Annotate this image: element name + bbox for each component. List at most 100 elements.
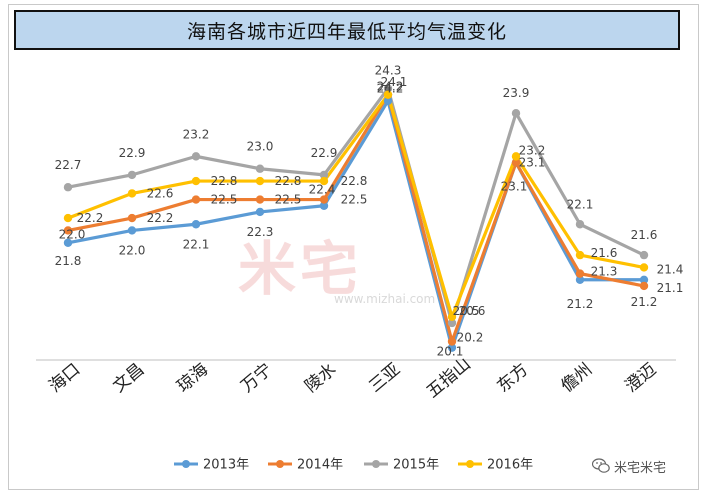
data-point	[383, 96, 393, 106]
legend-label: 2015年	[393, 458, 439, 473]
data-point	[639, 250, 649, 260]
x-tick-label: 陵水	[301, 360, 340, 397]
data-point	[639, 263, 649, 272]
data-point	[191, 176, 201, 186]
data-label: 21.6	[591, 246, 618, 260]
data-label: 22.3	[247, 225, 274, 239]
x-tick-label: 澄迈	[621, 360, 660, 397]
data-point	[511, 108, 521, 118]
legend-swatch-marker	[276, 460, 284, 468]
legend-swatch-marker	[466, 460, 474, 468]
data-label: 21.8	[55, 254, 82, 268]
data-point	[127, 170, 137, 180]
series-line	[67, 93, 645, 319]
data-label: 22.1	[183, 237, 210, 251]
x-tick-label: 万宁	[237, 360, 276, 397]
data-label: 21.2	[631, 295, 658, 309]
legend-label: 2016年	[487, 458, 533, 473]
data-label: 20.6	[459, 304, 486, 318]
data-label: 24.1	[381, 75, 408, 89]
x-tick-label: 儋州	[557, 360, 596, 397]
data-label: 24.2	[377, 80, 404, 94]
data-point	[447, 343, 457, 352]
data-label: 21.3	[591, 265, 618, 279]
data-label: 23.0	[247, 140, 274, 154]
data-point	[575, 275, 585, 284]
data-point	[127, 189, 137, 198]
data-label: 22.5	[211, 193, 238, 207]
data-point	[575, 250, 585, 260]
data-label: 23.1	[501, 180, 528, 194]
data-point	[191, 152, 201, 161]
chart-title-box: 海南各城市近四年最低平均气温变化	[14, 10, 680, 50]
data-point	[575, 269, 585, 278]
data-label: 22.9	[311, 146, 338, 160]
data-label: 22.8	[341, 174, 368, 188]
wechat-icon	[592, 458, 610, 473]
data-label: 20.1	[437, 345, 464, 359]
series-line	[67, 93, 645, 344]
data-point	[319, 176, 329, 186]
data-point	[63, 238, 73, 247]
data-label: 21.4	[657, 262, 684, 276]
data-label: 22.1	[567, 197, 594, 211]
data-point	[575, 220, 585, 229]
data-label: 23.2	[519, 143, 546, 157]
x-tick-label: 琼海	[173, 360, 212, 397]
data-point	[255, 176, 265, 186]
data-point	[255, 164, 265, 173]
data-point	[63, 226, 73, 235]
chart-frame	[8, 4, 699, 490]
data-label: 22.0	[119, 243, 146, 257]
data-point	[319, 170, 329, 180]
data-label: 20.5	[453, 304, 480, 318]
data-label: 21.2	[567, 297, 594, 311]
data-label: 22.5	[275, 193, 302, 207]
data-point	[447, 337, 457, 346]
x-tick-label: 文昌	[109, 360, 148, 397]
data-point	[383, 90, 393, 99]
data-label: 20.2	[457, 330, 484, 344]
data-point	[191, 195, 201, 204]
data-point	[639, 275, 649, 284]
data-label: 22.2	[147, 211, 174, 225]
corner-logo-text: 米宅米宅	[614, 460, 667, 476]
legend-swatch-marker	[372, 460, 380, 468]
corner-logo: 米宅米宅	[592, 456, 666, 476]
data-label: 21.1	[657, 281, 684, 295]
data-label: 22.8	[275, 174, 302, 188]
data-point	[63, 183, 73, 192]
data-label: 22.8	[211, 174, 238, 188]
data-point	[511, 158, 521, 167]
data-label: 23.2	[183, 127, 210, 141]
data-point	[63, 213, 73, 223]
legend-label: 2014年	[297, 458, 343, 473]
legend-swatch-marker	[182, 460, 190, 468]
data-label: 24.3	[375, 64, 402, 78]
data-label: 22.6	[147, 186, 174, 200]
data-point	[255, 207, 265, 217]
x-tick-label: 海口	[45, 360, 84, 397]
data-label: 22.2	[77, 211, 104, 225]
data-label: 23.1	[519, 156, 546, 170]
data-point	[383, 84, 393, 93]
data-label: 24.2	[377, 82, 404, 96]
chart-title: 海南各城市近四年最低平均气温变化	[186, 20, 507, 43]
data-point	[127, 213, 137, 223]
data-point	[319, 201, 329, 210]
data-point	[191, 220, 201, 229]
data-label: 22.5	[341, 193, 368, 207]
data-label: 22.7	[55, 158, 82, 172]
legend-label: 2013年	[203, 458, 249, 473]
data-point	[447, 312, 457, 322]
data-label: 22.9	[119, 146, 146, 160]
data-label: 23.9	[503, 86, 530, 100]
data-point	[319, 195, 329, 204]
data-point	[639, 281, 649, 291]
data-label: 21.6	[631, 228, 658, 242]
series-line	[67, 86, 645, 325]
data-point	[447, 318, 457, 328]
data-point	[255, 195, 265, 204]
data-point	[511, 152, 521, 161]
